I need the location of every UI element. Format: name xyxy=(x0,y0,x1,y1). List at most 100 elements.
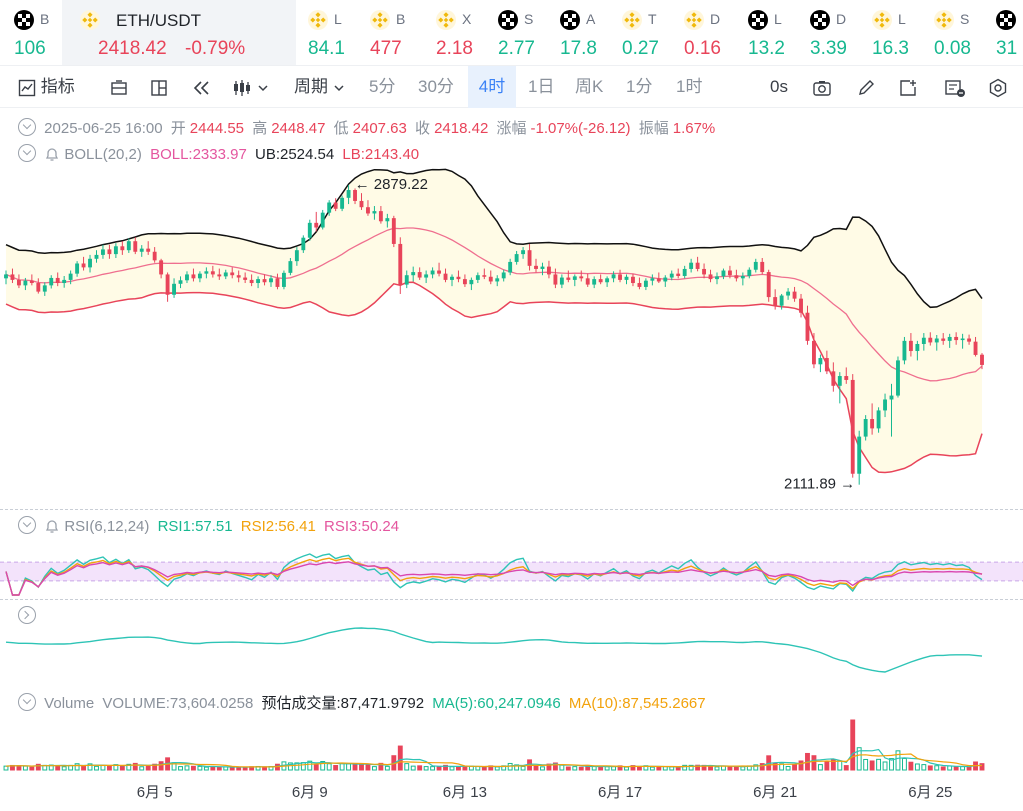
amplitude-label: 振幅 xyxy=(638,120,669,137)
volume-bar xyxy=(197,765,203,771)
ticker-item[interactable]: S 0.08 xyxy=(934,0,994,65)
period-1d[interactable]: 1日 xyxy=(528,77,555,96)
countdown-label: 0s xyxy=(770,77,788,96)
period-1h[interactable]: 1时 xyxy=(676,77,703,96)
ticker-item[interactable]: B 106 xyxy=(14,0,74,65)
candle-body xyxy=(915,343,920,352)
volume-bar xyxy=(565,766,571,771)
candle-body xyxy=(521,250,526,255)
volume-ma10: MA(10):87,545.2667 xyxy=(568,695,706,712)
period-week[interactable]: 周K xyxy=(575,77,604,96)
candle-body xyxy=(954,336,959,341)
ticker-item[interactable]: ETH/USDT 2418.42 -0.79% xyxy=(62,0,296,65)
ticker-item[interactable]: D 3.39 xyxy=(810,0,870,65)
chart-toolbar: 指标 周期 5分 30分 4时 1日 周K 1分 1时 0s xyxy=(0,66,1023,108)
ticker-price: 17.8 xyxy=(560,38,597,59)
candle-body xyxy=(462,279,467,285)
ticker-item[interactable]: 31 xyxy=(996,0,1023,65)
ticker-item[interactable]: X 2.18 xyxy=(436,0,496,65)
ticker-item[interactable]: S 2.77 xyxy=(498,0,558,65)
ticker-item[interactable]: L 16.3 xyxy=(872,0,932,65)
chart-type-dropdown[interactable] xyxy=(232,66,269,108)
candle-body xyxy=(760,261,765,273)
candle-body xyxy=(88,258,92,268)
ticker-item[interactable]: B 477 xyxy=(370,0,430,65)
candle-body xyxy=(243,277,248,280)
candle-body xyxy=(941,338,946,341)
candle-body xyxy=(378,211,383,222)
volume-bar xyxy=(449,766,455,771)
boll-mid-value: BOLL:2333.97 xyxy=(150,146,247,163)
binance-icon xyxy=(308,10,328,30)
camera-icon[interactable] xyxy=(812,66,832,108)
add-window-icon[interactable] xyxy=(898,66,918,108)
candle-body xyxy=(275,278,280,287)
candle-body xyxy=(359,200,364,208)
volume-bar xyxy=(830,759,836,771)
collapse-toggle-icon[interactable] xyxy=(18,118,36,136)
collapse-toggle-icon[interactable] xyxy=(18,693,36,711)
indicators-button[interactable]: 指标 xyxy=(18,66,75,108)
rsi1-value: RSI1:57.51 xyxy=(157,518,233,535)
candle-body xyxy=(773,297,778,306)
ticker-item[interactable]: L 13.2 xyxy=(748,0,808,65)
indicators-label: 指标 xyxy=(40,77,75,96)
rsi3-value: RSI3:50.24 xyxy=(324,518,400,535)
layout-grid-icon[interactable] xyxy=(150,66,168,108)
period-30m[interactable]: 30分 xyxy=(418,77,454,96)
low-label: 低 xyxy=(333,120,349,137)
binance-icon xyxy=(370,10,390,30)
volume-bar xyxy=(979,763,985,771)
volume-bar xyxy=(378,762,384,771)
volume-bar xyxy=(384,765,390,771)
candle-body xyxy=(605,278,610,283)
candle-body xyxy=(391,218,396,244)
ticker-item[interactable]: L 84.1 xyxy=(308,0,368,65)
ticker-change: -0.79% xyxy=(185,38,246,59)
candle-body xyxy=(572,276,577,280)
candle-body xyxy=(178,280,183,284)
boll-row: BOLL(20,2) BOLL:2333.97 UB:2524.54 LB:21… xyxy=(18,144,423,163)
bell-icon[interactable] xyxy=(44,518,60,534)
period-5m[interactable]: 5分 xyxy=(369,77,396,96)
ticker-symbol: X xyxy=(462,11,472,27)
volume-bar xyxy=(287,762,293,771)
ticker-symbol: S xyxy=(960,11,970,27)
ticker-item[interactable]: T 0.27 xyxy=(622,0,682,65)
volume-bar xyxy=(908,761,914,771)
replay-icon[interactable] xyxy=(192,66,212,108)
volume-bar xyxy=(695,764,701,771)
volume-bar xyxy=(552,762,558,771)
oscillator-line xyxy=(5,627,983,673)
period-menu-label: 周期 xyxy=(294,77,328,96)
rsi-name: RSI(6,12,24) xyxy=(64,518,150,535)
settings-icon[interactable] xyxy=(988,66,1008,108)
collapse-toggle-icon[interactable] xyxy=(18,516,36,534)
volume-bar xyxy=(624,766,629,771)
pencil-icon[interactable] xyxy=(856,66,876,108)
candle-body xyxy=(314,222,319,228)
candle-body xyxy=(682,268,687,276)
volume-bar xyxy=(876,758,882,771)
volume-bar xyxy=(443,764,448,771)
period-menu[interactable]: 周期 xyxy=(294,66,345,108)
ticker-item[interactable]: D 0.16 xyxy=(684,0,744,65)
volume-bar xyxy=(772,762,778,771)
ticker-item[interactable]: A 17.8 xyxy=(560,0,620,65)
volume-bar xyxy=(423,766,429,771)
ticker-symbol: L xyxy=(334,11,342,27)
volume-bar xyxy=(947,765,953,771)
candle-body xyxy=(113,246,118,255)
bell-icon[interactable] xyxy=(44,146,60,162)
period-4h[interactable]: 4时 xyxy=(468,66,516,108)
collapse-toggle-icon[interactable] xyxy=(18,144,36,162)
candle-body xyxy=(766,272,771,298)
boll-band-fill xyxy=(6,169,982,473)
clear-drawings-icon[interactable] xyxy=(944,66,966,108)
period-1m[interactable]: 1分 xyxy=(626,77,653,96)
okx-icon xyxy=(498,10,518,30)
expand-toggle-icon[interactable] xyxy=(18,606,36,624)
save-layout-icon[interactable] xyxy=(110,66,128,108)
volume-bar xyxy=(184,765,190,771)
